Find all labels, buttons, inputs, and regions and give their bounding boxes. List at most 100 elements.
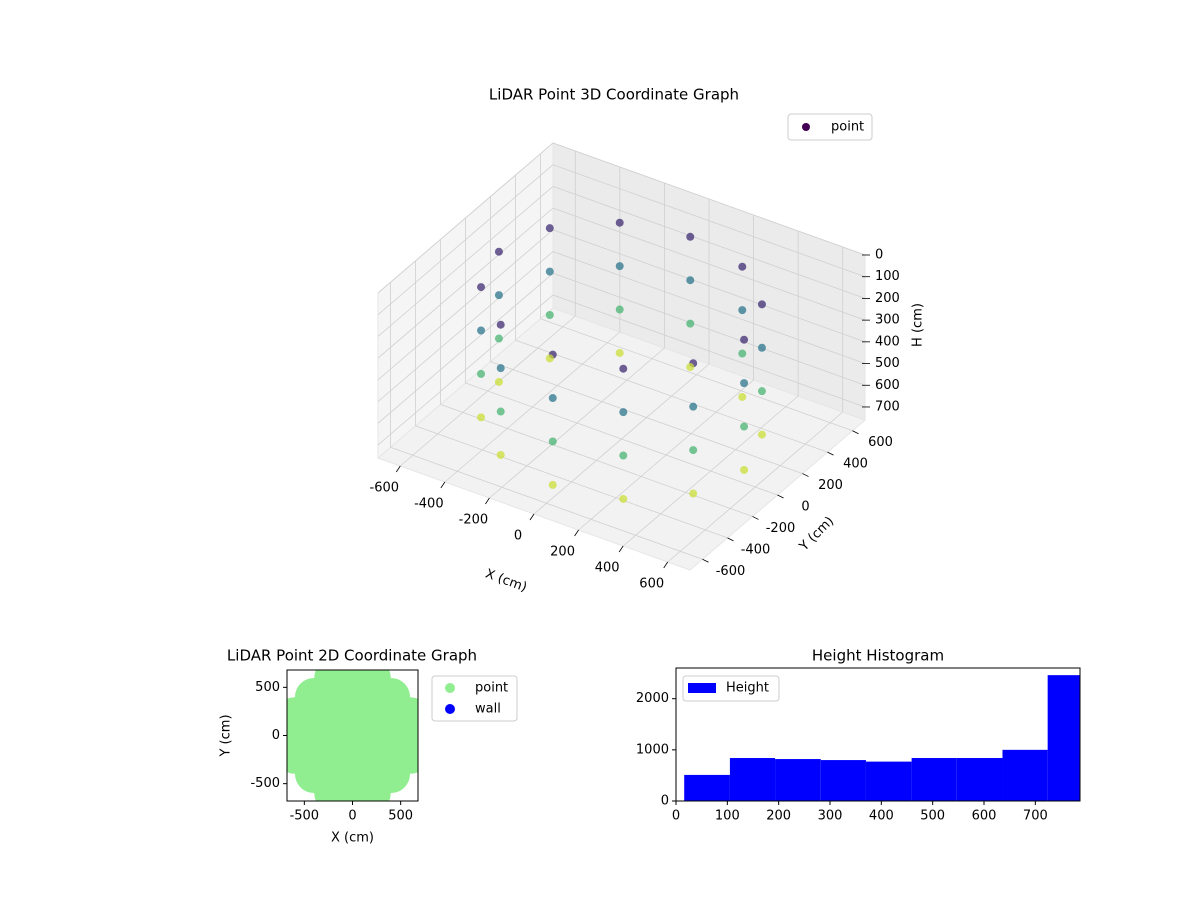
bar bbox=[684, 774, 730, 801]
chart-title: Height Histogram bbox=[812, 647, 944, 665]
tick-mark bbox=[802, 473, 809, 477]
grid-line bbox=[552, 207, 866, 321]
point bbox=[738, 262, 747, 271]
x-axis-label: X (cm) bbox=[331, 831, 374, 846]
bar bbox=[1047, 675, 1080, 801]
point bbox=[740, 465, 749, 474]
point bbox=[496, 364, 505, 373]
legend-marker bbox=[688, 683, 716, 693]
point bbox=[615, 218, 624, 227]
y-axis-label: Y (cm) bbox=[219, 714, 234, 757]
grid-line bbox=[515, 339, 828, 453]
point bbox=[615, 305, 624, 314]
point bbox=[494, 377, 503, 386]
legend-marker bbox=[802, 123, 810, 131]
point bbox=[686, 232, 695, 241]
point bbox=[689, 489, 698, 498]
y-tick-label: -200 bbox=[766, 521, 796, 536]
point bbox=[477, 369, 486, 378]
x-tick-label: 200 bbox=[550, 545, 575, 560]
axes-frame bbox=[675, 667, 1081, 802]
point bbox=[496, 407, 505, 416]
point bbox=[740, 379, 749, 388]
tick-mark bbox=[702, 558, 709, 563]
plot-area bbox=[287, 670, 418, 801]
grid-line bbox=[552, 294, 866, 408]
point bbox=[757, 387, 766, 396]
point bbox=[548, 437, 557, 446]
point bbox=[352, 774, 391, 801]
point bbox=[615, 262, 624, 271]
chart-title: LiDAR Point 2D Coordinate Graph bbox=[227, 647, 477, 665]
x-tick-label: 600 bbox=[972, 809, 997, 824]
tick-mark bbox=[529, 513, 535, 521]
legend-label: point bbox=[831, 120, 864, 135]
tick-mark bbox=[618, 545, 624, 553]
point bbox=[545, 311, 554, 320]
z-tick-label: 300 bbox=[875, 313, 900, 328]
point bbox=[740, 422, 749, 431]
tick-mark bbox=[827, 451, 834, 456]
legend-box bbox=[787, 113, 873, 141]
y-tick-label: 600 bbox=[868, 435, 893, 450]
tick-mark bbox=[574, 529, 579, 537]
grid-line bbox=[540, 318, 853, 432]
tick-mark bbox=[440, 481, 446, 489]
point bbox=[548, 480, 557, 489]
y-tick-label: -400 bbox=[741, 542, 771, 557]
point bbox=[757, 430, 766, 439]
legend-box bbox=[682, 675, 780, 702]
y-tick-label: 200 bbox=[818, 478, 843, 493]
bar bbox=[1002, 749, 1048, 801]
bar bbox=[775, 759, 821, 801]
x-tick-label: 700 bbox=[1023, 809, 1048, 824]
x-tick-label: 0 bbox=[672, 809, 680, 824]
tick-mark bbox=[663, 561, 669, 569]
y-tick-label: 0 bbox=[661, 794, 669, 809]
point bbox=[477, 326, 486, 335]
bar bbox=[956, 758, 1003, 801]
point bbox=[738, 349, 747, 358]
point bbox=[619, 451, 628, 460]
y-tick-label: 0 bbox=[272, 728, 280, 743]
y-tick-label: 1000 bbox=[636, 742, 669, 757]
tick-mark bbox=[777, 494, 784, 499]
y-tick-label: 500 bbox=[255, 680, 280, 695]
y-tick-label: 400 bbox=[843, 457, 868, 472]
x-tick-label: -400 bbox=[414, 497, 444, 512]
x-tick-label: 400 bbox=[595, 561, 620, 576]
point bbox=[494, 334, 503, 343]
grid-line bbox=[377, 142, 554, 294]
tick-mark bbox=[852, 430, 859, 435]
point bbox=[757, 343, 766, 352]
legend-marker bbox=[445, 683, 455, 693]
y-tick-label: 0 bbox=[801, 500, 809, 515]
point bbox=[689, 402, 698, 411]
point bbox=[477, 413, 486, 422]
point bbox=[686, 363, 695, 372]
point bbox=[686, 276, 695, 285]
grid-line bbox=[465, 382, 778, 496]
point bbox=[689, 446, 698, 455]
point bbox=[496, 320, 505, 329]
x-tick-label: 400 bbox=[869, 809, 894, 824]
tick-mark bbox=[727, 537, 734, 542]
z-tick-label: 0 bbox=[875, 248, 883, 263]
grid-line bbox=[552, 251, 866, 364]
tick-mark bbox=[485, 497, 490, 505]
z-tick-label: 700 bbox=[875, 399, 900, 414]
x-tick-label: 600 bbox=[639, 577, 664, 592]
grid-line bbox=[552, 164, 866, 278]
bar bbox=[865, 761, 912, 801]
point bbox=[548, 394, 557, 403]
grid-line bbox=[552, 229, 866, 343]
point bbox=[738, 392, 747, 401]
point bbox=[545, 224, 554, 233]
x-tick-label: 500 bbox=[388, 809, 413, 824]
bar bbox=[911, 758, 957, 801]
x-tick-label: 500 bbox=[920, 809, 945, 824]
x-tick-label: -500 bbox=[290, 809, 320, 824]
grid-line bbox=[377, 251, 554, 402]
point bbox=[619, 494, 628, 503]
